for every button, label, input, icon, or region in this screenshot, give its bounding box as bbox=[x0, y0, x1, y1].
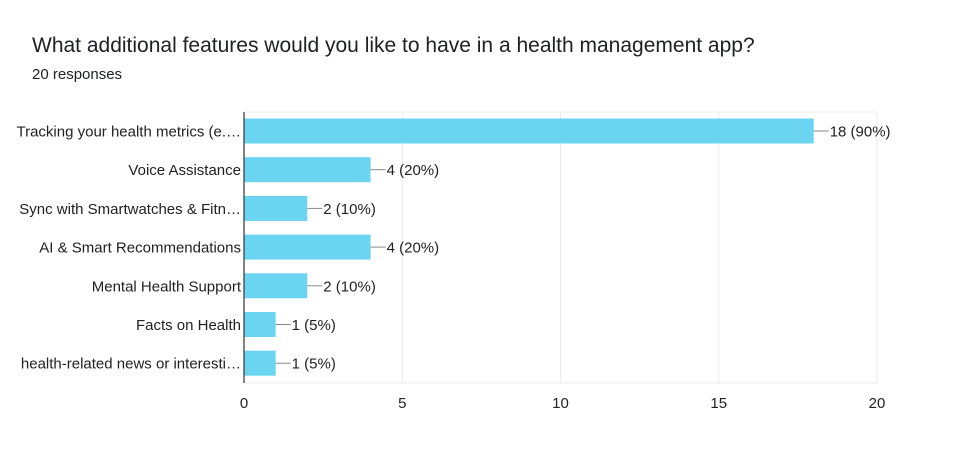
chart-title: What additional features would you like … bbox=[32, 34, 755, 57]
data-label: 4 (20%) bbox=[387, 162, 440, 179]
bar bbox=[244, 118, 814, 144]
bar bbox=[244, 273, 308, 299]
x-tick-label: 15 bbox=[710, 395, 727, 412]
data-label: 4 (20%) bbox=[387, 240, 440, 257]
bars bbox=[244, 118, 814, 376]
category-label: Sync with Smartwatches & Fitn… bbox=[19, 201, 241, 218]
x-tick-label: 20 bbox=[869, 395, 886, 412]
category-label: AI & Smart Recommendations bbox=[39, 240, 241, 257]
bar bbox=[244, 234, 371, 260]
x-tick-label: 0 bbox=[240, 395, 248, 412]
labels: 0 5 10 15 20 18 (90%) Tracking your health met… bbox=[16, 124, 890, 413]
bar bbox=[244, 157, 371, 183]
data-label: 1 (5%) bbox=[292, 356, 336, 373]
bar bbox=[244, 312, 276, 337]
data-label: 2 (10%) bbox=[323, 278, 376, 295]
data-label: 2 (10%) bbox=[323, 201, 376, 218]
x-tick-label: 5 bbox=[398, 395, 406, 412]
x-tick-label: 10 bbox=[552, 395, 569, 412]
grid-lines bbox=[244, 111, 878, 384]
data-label: 18 (90%) bbox=[830, 124, 891, 141]
bar bbox=[244, 195, 308, 221]
category-label: health-related news or interesti… bbox=[21, 356, 241, 373]
category-label: Voice Assistance bbox=[128, 162, 241, 179]
response-count: 20 responses bbox=[32, 66, 123, 83]
category-label: Facts on Health bbox=[136, 317, 241, 334]
category-label: Mental Health Support bbox=[92, 278, 242, 295]
category-label: Tracking your health metrics (e.… bbox=[16, 124, 241, 141]
bar bbox=[244, 350, 276, 376]
data-label: 1 (5%) bbox=[292, 317, 336, 334]
